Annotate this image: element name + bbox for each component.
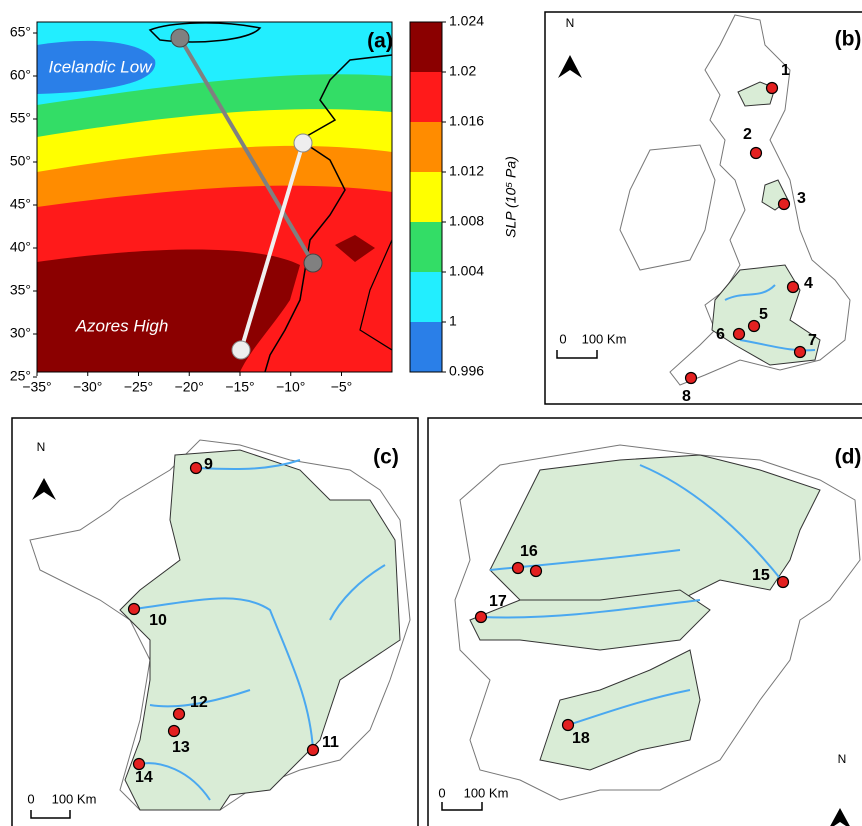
y-tick-label: 35° xyxy=(10,282,31,298)
colorbar-segment xyxy=(410,72,442,122)
colorbar-segment xyxy=(410,122,442,172)
station-label: 9 xyxy=(204,456,213,473)
station-label: 11 xyxy=(322,734,339,751)
colorbar-tick-label: 1.02 xyxy=(449,63,476,79)
x-tick-label: −20° xyxy=(175,379,204,395)
colorbar-tick-label: 1.024 xyxy=(449,13,484,29)
station-label: 13 xyxy=(172,739,190,756)
colorbar-segment xyxy=(410,222,442,272)
x-tick-label: −15° xyxy=(225,379,254,395)
colorbar-tick-label: 1 xyxy=(449,313,457,329)
scale-label: 100 Km xyxy=(464,785,509,800)
station-markers xyxy=(127,81,807,771)
colorbar-tick-label: 1.008 xyxy=(449,213,484,229)
x-tick-label: −10° xyxy=(276,379,305,395)
scale-bar xyxy=(556,350,598,359)
colorbar-tick-label: 1.012 xyxy=(449,163,484,179)
station-label: 16 xyxy=(520,543,538,560)
station-label: 2 xyxy=(743,126,752,143)
colorbar-segment xyxy=(410,22,442,72)
station-label: 7 xyxy=(808,332,817,349)
north-arrow xyxy=(830,808,850,826)
annotation: Icelandic Low xyxy=(48,57,153,76)
north-arrow xyxy=(558,55,582,78)
panel-label: (d) xyxy=(835,446,862,469)
panel-label: (c) xyxy=(373,446,399,469)
slp-map xyxy=(37,22,392,372)
station-label: 5 xyxy=(759,306,768,323)
y-tick-label: 25° xyxy=(10,368,31,384)
colorbar-segment xyxy=(410,322,442,372)
north-label: N xyxy=(37,440,46,454)
north-label: N xyxy=(838,752,847,766)
y-tick-label: 30° xyxy=(10,325,31,341)
colorbar-tick-label: 1.004 xyxy=(449,263,484,279)
y-tick-label: 50° xyxy=(10,153,31,169)
map-frame xyxy=(36,21,393,373)
scale-label: 0 xyxy=(27,791,34,806)
y-tick-label: 45° xyxy=(10,196,31,212)
colorbar-tick-label: 0.996 xyxy=(449,363,484,379)
north-arrow xyxy=(32,478,56,500)
x-tick-label: −35° xyxy=(22,379,51,395)
scale-label: 100 Km xyxy=(52,791,97,806)
station-label: 17 xyxy=(489,593,507,610)
panel-label: (b) xyxy=(835,28,862,51)
station-label: 6 xyxy=(716,326,725,343)
colorbar-frame xyxy=(409,21,443,373)
colorbar-title: SLP (10⁵ Pa) xyxy=(503,156,519,238)
station-label: 12 xyxy=(190,694,208,711)
x-tick-label: −25° xyxy=(124,379,153,395)
y-tick-label: 40° xyxy=(10,239,31,255)
station-label: 3 xyxy=(797,190,806,207)
north-label: N xyxy=(566,16,575,30)
scale-label: 0 xyxy=(559,331,566,346)
scale-label: 100 Km xyxy=(582,331,627,346)
colorbar-segment xyxy=(410,272,442,322)
station-label: 4 xyxy=(804,275,813,292)
station-label: 14 xyxy=(135,769,153,786)
panel-frame xyxy=(11,417,419,826)
panel-frame xyxy=(427,417,862,826)
annotation: Azores High xyxy=(75,316,169,335)
x-tick-label: −5° xyxy=(331,379,353,395)
scale-label: 0 xyxy=(438,785,445,800)
scale-bar xyxy=(441,802,483,811)
station-label: 1 xyxy=(781,62,790,79)
y-tick-label: 60° xyxy=(10,67,31,83)
y-tick-label: 65° xyxy=(10,24,31,40)
axes: 65° 60° 55° 50° 45° 40° 35° 30° 25°−35° −30° −25° −… xyxy=(10,13,484,395)
panel-label: (a) xyxy=(367,30,393,53)
station-label: 18 xyxy=(572,730,590,747)
colorbar-tick-label: 1.016 xyxy=(449,113,484,129)
scale-bar xyxy=(30,810,71,819)
panel-frame xyxy=(544,11,862,405)
x-tick-label: −30° xyxy=(73,379,102,395)
station-label: 8 xyxy=(682,388,691,405)
y-tick-label: 55° xyxy=(10,110,31,126)
station-label: 15 xyxy=(752,567,770,584)
station-label: 10 xyxy=(149,612,167,629)
colorbar-segment xyxy=(410,172,442,222)
